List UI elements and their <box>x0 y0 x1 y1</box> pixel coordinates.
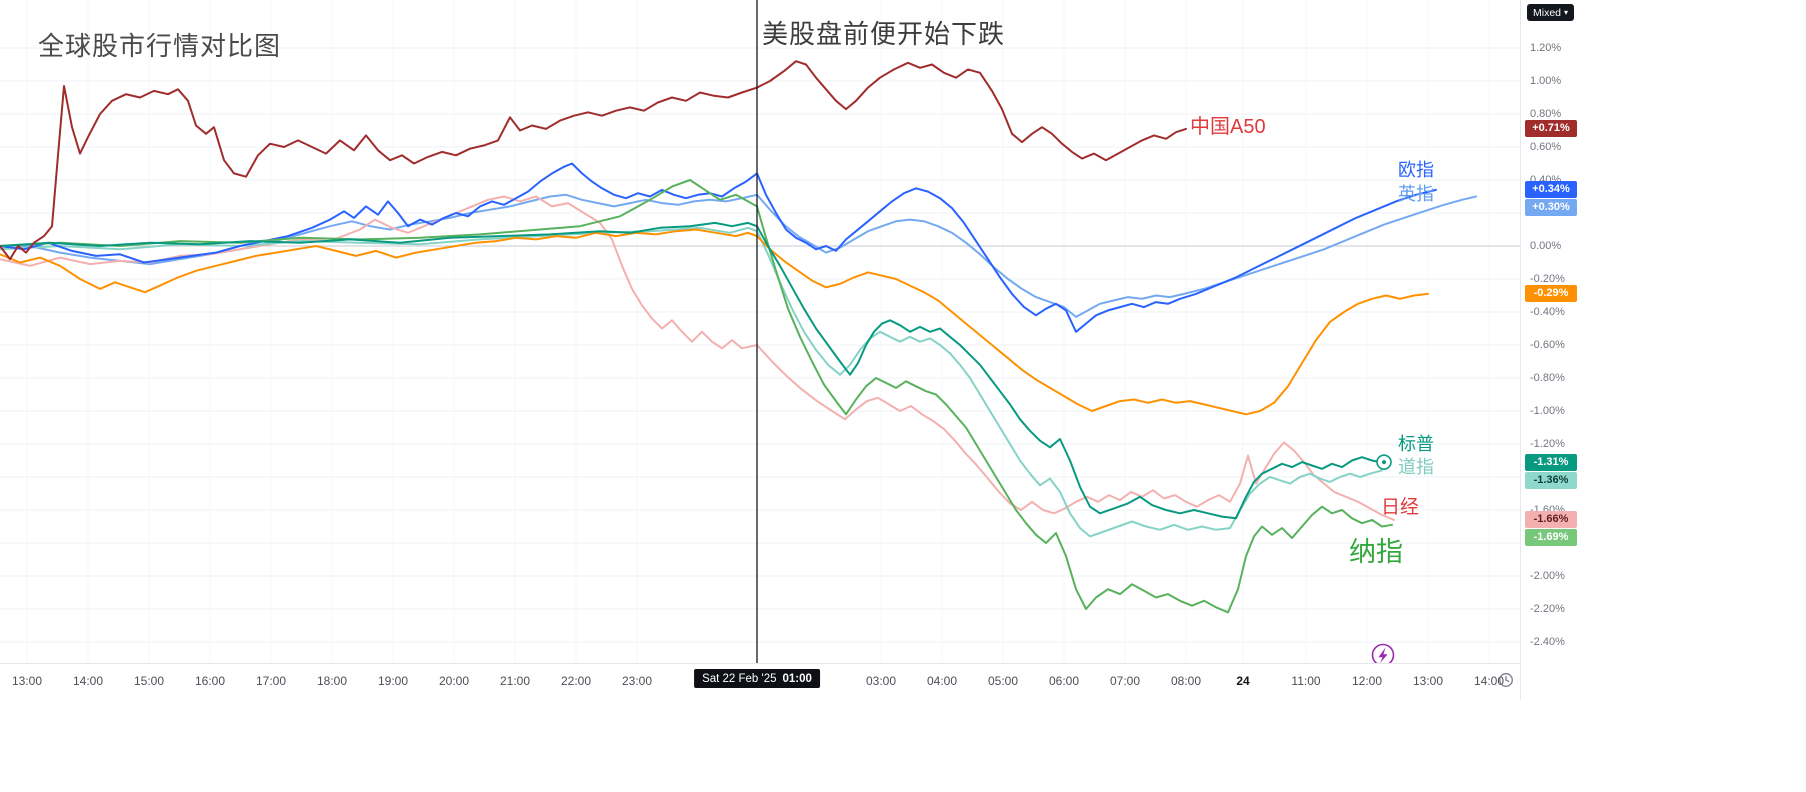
crosshair-hour-label: 01:00 <box>782 672 812 685</box>
price-tick-label: 0.60% <box>1530 140 1562 153</box>
time-tick-label: 04:00 <box>926 674 958 688</box>
series-line-euro[interactable] <box>0 162 1437 333</box>
time-tick-label: 05:00 <box>987 674 1019 688</box>
price-badge-nasdaq: -1.69% <box>1525 529 1577 547</box>
series-label-nasdaq[interactable]: 纳指 <box>1349 537 1403 567</box>
time-tick-label: 22:00 <box>560 674 592 688</box>
time-tick-label: 19:00 <box>377 674 409 688</box>
price-tick-label: -1.00% <box>1530 404 1565 417</box>
series-label-sp[interactable]: 标普 <box>1398 434 1434 454</box>
time-tick-label: 03:00 <box>865 674 897 688</box>
price-scale-mode-button[interactable]: Mixed ▾ <box>1527 4 1575 21</box>
series-line-dow[interactable] <box>0 226 1383 538</box>
price-tick-label: -0.80% <box>1530 371 1565 384</box>
series-label-nikkei[interactable]: 日经 <box>1381 497 1420 518</box>
price-tick-label: 1.20% <box>1530 41 1562 54</box>
chart-canvas[interactable] <box>0 0 1520 663</box>
time-tick-label: 14:00 <box>72 674 104 688</box>
series-label-dow[interactable]: 道指 <box>1398 457 1434 477</box>
series-label-uk[interactable]: 英指 <box>1398 184 1434 204</box>
series-label-euro[interactable]: 欧指 <box>1398 160 1434 180</box>
series-line-sp[interactable] <box>0 221 1381 520</box>
price-badge-sp: -1.31% <box>1525 453 1577 471</box>
price-tick-label: -2.00% <box>1530 569 1565 582</box>
time-tick-label: 13:00 <box>11 674 43 688</box>
price-badge-dow: -1.36% <box>1525 471 1577 489</box>
series-line-nikkei[interactable] <box>0 195 1395 521</box>
price-tick-label: 0.80% <box>1530 107 1562 120</box>
chevron-down-icon: ▾ <box>1564 7 1569 17</box>
lightning-icon[interactable] <box>1371 643 1395 664</box>
time-tick-label: 07:00 <box>1109 674 1141 688</box>
time-tick-label: 08:00 <box>1170 674 1202 688</box>
price-tick-label: -2.20% <box>1530 602 1565 615</box>
price-badge-orange: -0.29% <box>1525 285 1577 303</box>
series-label-a50[interactable]: 中国A50 <box>1190 116 1266 138</box>
time-tick-label: 23:00 <box>621 674 653 688</box>
time-axis[interactable]: 13:00 14:00 15:00 16:00 17:00 18:00 19:00 20:00… <box>0 663 1520 700</box>
time-tick-label: 17:00 <box>255 674 287 688</box>
price-badge-a50: +0.71% <box>1525 120 1577 138</box>
time-tick-label: 12:00 <box>1351 674 1383 688</box>
time-tick-label: 14:00 <box>1473 674 1505 688</box>
price-tick-label: 0.00% <box>1530 239 1562 252</box>
price-tick-label: -0.20% <box>1530 272 1565 285</box>
price-tick-label: -2.40% <box>1530 635 1565 648</box>
time-tick-label: 20:00 <box>438 674 470 688</box>
price-tick-label: -1.20% <box>1530 437 1565 450</box>
price-axis[interactable]: Mixed ▾ 1.20%1.00%0.80%0.60%0.40%0.20%0.… <box>1520 0 1620 700</box>
price-tick-label: -0.40% <box>1530 305 1565 318</box>
price-scale-mode-label: Mixed <box>1533 6 1562 19</box>
time-tick-label: 06:00 <box>1048 674 1080 688</box>
annotation-left-title[interactable]: 全球股市行情对比图 <box>38 31 282 61</box>
time-tick-label: 18:00 <box>316 674 348 688</box>
time-tick-label: 21:00 <box>499 674 531 688</box>
time-tick-label: 13:00 <box>1412 674 1444 688</box>
price-tick-label: -0.60% <box>1530 338 1565 351</box>
annotation-right-title[interactable]: 美股盘前便开始下跌 <box>762 19 1006 49</box>
crosshair-date-label: Sat 22 Feb '25 <box>702 672 777 685</box>
chart-plot-area[interactable]: 全球股市行情对比图 美股盘前便开始下跌 英指日经 道指 欧指纳指 标普 中国A50 <box>0 0 1520 663</box>
price-badge-uk: +0.30% <box>1525 199 1577 217</box>
price-badge-euro: +0.34% <box>1525 181 1577 199</box>
price-badge-nikkei: -1.66% <box>1525 511 1577 529</box>
time-tick-label: 15:00 <box>133 674 165 688</box>
time-tick-label: 16:00 <box>194 674 226 688</box>
series-line-a50[interactable] <box>0 60 1187 261</box>
price-tick-label: 1.00% <box>1530 74 1562 87</box>
series-line-orange[interactable] <box>0 228 1429 416</box>
last-value-marker <box>1376 454 1392 470</box>
time-tick-label: 24 <box>1236 674 1250 688</box>
series-line-nasdaq[interactable] <box>0 179 1393 614</box>
clock-icon[interactable] <box>1498 672 1514 688</box>
time-tick-label: 11:00 <box>1291 674 1321 688</box>
crosshair-time-badge: Sat 22 Feb '25 01:00 <box>694 669 820 688</box>
